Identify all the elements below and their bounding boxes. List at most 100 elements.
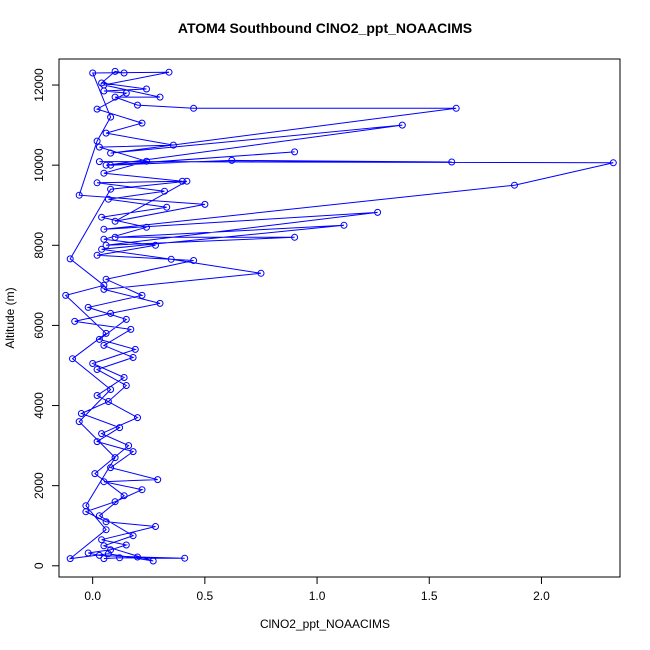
data-point [134, 101, 141, 109]
data-point [102, 518, 110, 526]
data-point [228, 156, 236, 164]
data-point [122, 89, 130, 97]
data-point [111, 67, 119, 75]
data-point [107, 185, 115, 193]
data-point [138, 291, 146, 299]
x-tick-label: 1.0 [309, 589, 326, 603]
data-point [95, 143, 103, 151]
data-point [609, 159, 617, 167]
data-point [93, 366, 101, 373]
data-point [183, 177, 191, 185]
data-point [98, 79, 106, 87]
data-point [111, 498, 119, 506]
data-point [181, 554, 189, 562]
data-point [152, 241, 159, 249]
data-point [122, 541, 130, 549]
y-tick-label: 8000 [32, 232, 46, 259]
data-point [102, 161, 110, 169]
data-point [143, 157, 150, 165]
data-point [107, 309, 115, 317]
data-point [100, 285, 108, 293]
data-point [100, 341, 108, 349]
data-point [149, 557, 157, 565]
y-tick-label: 0 [32, 562, 46, 569]
x-tick-label: 0.5 [197, 589, 214, 603]
data-point [143, 223, 150, 231]
data-point [511, 181, 518, 189]
data-point [91, 470, 99, 478]
data-point [100, 281, 108, 289]
y-tick-label: 10000 [32, 148, 46, 182]
data-point [167, 255, 175, 263]
data-point [116, 424, 124, 432]
data-point [169, 141, 177, 149]
data-point [131, 345, 139, 353]
data-point [93, 137, 101, 145]
data-point [448, 158, 456, 166]
data-point [95, 512, 103, 520]
x-tick-label: 1.5 [421, 589, 438, 603]
data-point [98, 213, 106, 221]
data-point [163, 203, 171, 211]
data-point [93, 392, 101, 399]
data-point [104, 195, 112, 203]
data-point [62, 291, 70, 299]
data-point [190, 104, 198, 112]
data-point [134, 553, 141, 561]
data-point [129, 448, 137, 456]
data-point [340, 221, 348, 229]
data-point [398, 121, 406, 129]
x-tick-label: 2.0 [533, 589, 550, 603]
data-point [165, 68, 173, 76]
data-point [190, 257, 198, 264]
data-point [156, 93, 164, 101]
y-tick-label: 2000 [32, 472, 46, 499]
data-point [138, 486, 146, 494]
data-point [134, 414, 141, 422]
data-point [102, 129, 110, 137]
y-axis: 0 2000 4000 6000 8000 10000 12000 [32, 68, 60, 569]
data-point [98, 245, 106, 253]
data-point [75, 418, 83, 426]
data-point [291, 233, 299, 241]
series-line [64, 70, 614, 562]
data-point [102, 275, 110, 283]
data-point [120, 374, 128, 381]
data-point [452, 104, 460, 112]
data-point [129, 354, 137, 361]
data-point [89, 360, 97, 367]
data-point [257, 269, 265, 277]
data-point [95, 335, 103, 343]
plot-frame [58, 58, 621, 578]
data-point [143, 85, 150, 93]
data-point [82, 502, 90, 510]
data-point [66, 555, 74, 563]
data-point [102, 329, 110, 337]
data-point [120, 69, 128, 77]
data-point [104, 398, 112, 405]
data-point [102, 526, 110, 534]
data-point [66, 255, 74, 263]
chart-title: ATOM4 Southbound ClNO2_ppt_NOAACIMS [177, 20, 473, 36]
x-axis-label: ClNO2_ppt_NOAACIMS [259, 617, 391, 631]
data-point [107, 386, 115, 393]
data-point [71, 317, 79, 325]
data-point [107, 113, 115, 121]
data-points [62, 67, 617, 565]
data-point [84, 549, 92, 557]
data-point [122, 382, 130, 389]
data-point [102, 241, 110, 249]
data-point [111, 93, 119, 101]
data-point [127, 325, 135, 333]
data-point [100, 169, 108, 177]
data-point [95, 551, 103, 559]
data-point [69, 355, 76, 363]
data-point [111, 217, 119, 225]
y-tick-label: 4000 [32, 392, 46, 419]
data-point [98, 430, 106, 438]
data-point [374, 208, 382, 216]
data-point [100, 235, 108, 243]
data-point [93, 179, 101, 187]
data-point [156, 299, 164, 307]
